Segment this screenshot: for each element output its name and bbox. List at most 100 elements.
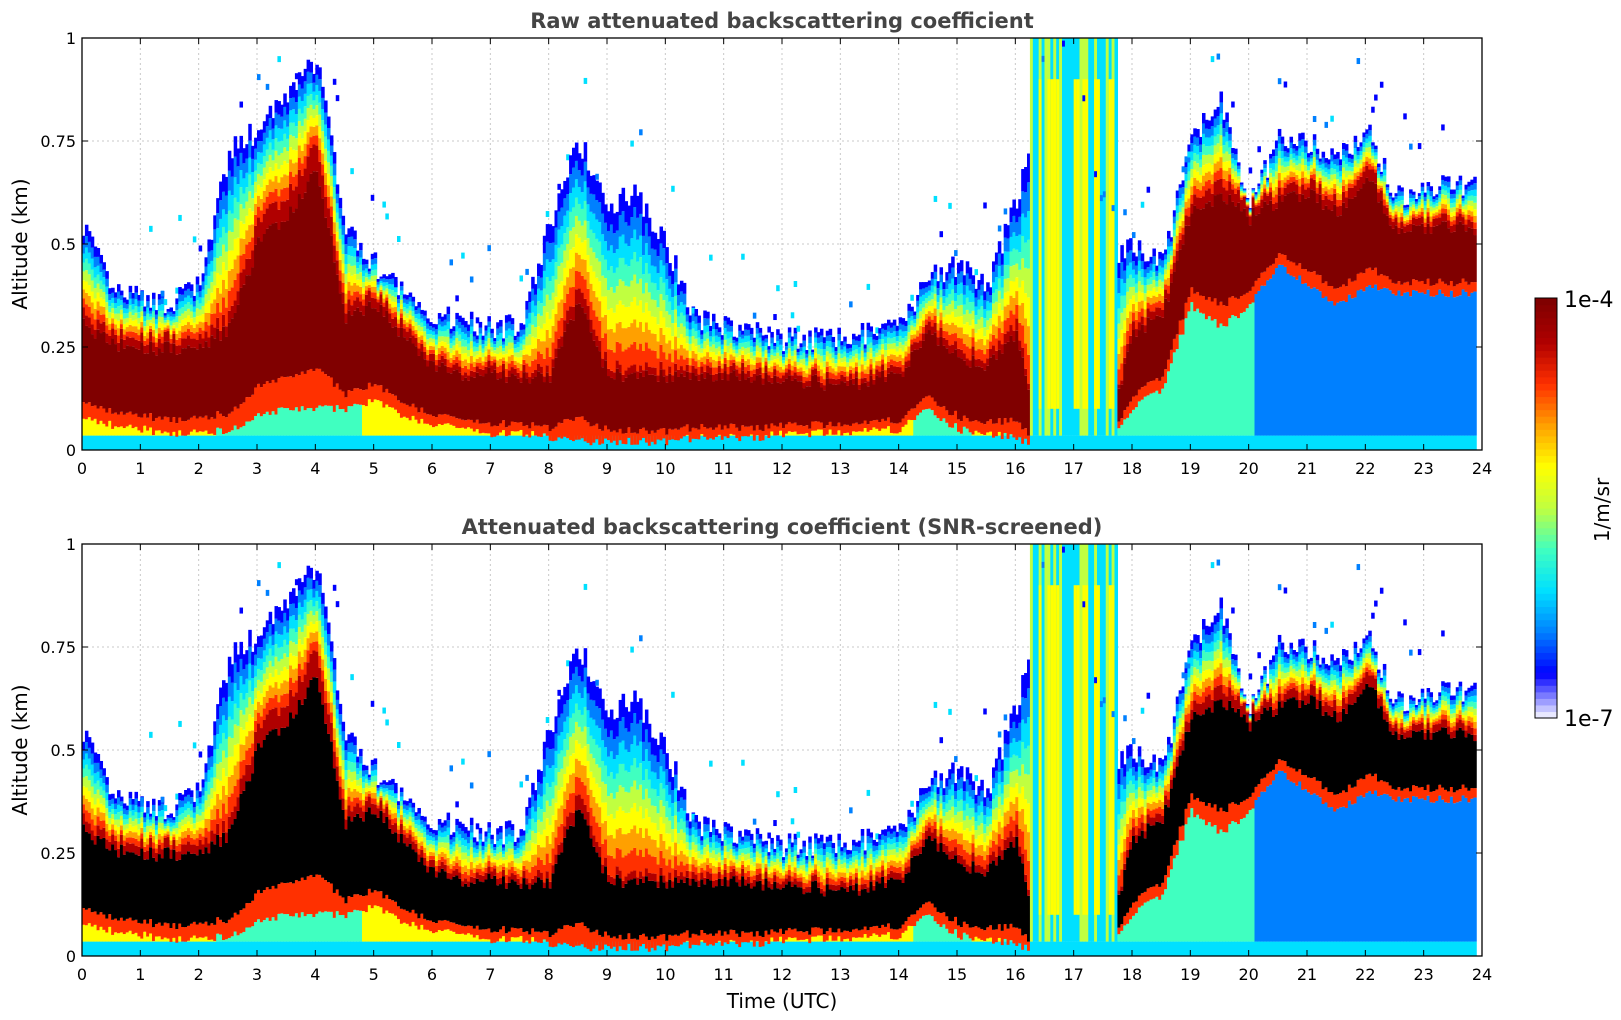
heatmap-cell (1018, 234, 1022, 253)
heatmap-cell (1193, 144, 1197, 154)
heatmap-cell (980, 273, 984, 285)
heatmap-cell (105, 278, 109, 287)
heatmap-cell (230, 318, 235, 412)
heatmap-cell (621, 281, 626, 305)
heatmap-cell (843, 433, 847, 436)
heatmap-cell (828, 429, 833, 436)
heatmap-cell (636, 349, 640, 372)
heatmap-cell (1175, 435, 1180, 450)
heatmap-cell (204, 257, 209, 267)
heatmap-cell (458, 322, 462, 329)
heatmap-cell (350, 256, 354, 266)
heatmap-cell (469, 326, 474, 334)
heatmap-cell (747, 370, 751, 378)
heatmap-cell (1120, 384, 1124, 419)
heatmap-cell (426, 334, 430, 340)
heatmap-cell (831, 336, 836, 343)
heatmap-cell (1140, 276, 1145, 285)
heatmap-cell (152, 298, 156, 306)
heatmap-cell (1067, 435, 1072, 450)
heatmap-cell (324, 136, 328, 149)
heatmap-cell (863, 382, 868, 421)
heatmap-cell (1204, 146, 1209, 156)
heatmap-cell (971, 319, 976, 329)
heatmap-cell (968, 348, 973, 361)
heatmap-cell (169, 338, 174, 344)
heatmap-cell (1146, 435, 1151, 450)
heatmap-cell (1228, 318, 1232, 436)
heatmap-cell (592, 175, 596, 195)
heatmap-cell (863, 344, 868, 349)
heatmap-cell (624, 349, 629, 371)
heatmap-cell (1038, 435, 1043, 450)
heatmap-cell (647, 433, 652, 446)
heatmap-cell (329, 405, 334, 436)
heatmap-cell (172, 311, 176, 314)
heatmap-cell (965, 428, 970, 436)
heatmap-cell (729, 331, 734, 338)
heatmap-cell (782, 360, 786, 364)
heatmap-cell (356, 268, 360, 274)
heatmap-cell (289, 206, 293, 377)
heatmap-cell (551, 342, 556, 360)
heatmap-cell (528, 312, 532, 324)
heatmap-cell (1260, 435, 1264, 450)
heatmap-cell (1269, 265, 1273, 279)
heatmap-cell (819, 376, 824, 383)
heatmap-cell (811, 421, 815, 431)
heatmap-cell (432, 350, 436, 354)
heatmap-cell (1137, 301, 1142, 312)
heatmap-cell (709, 336, 713, 342)
heatmap-cell (125, 304, 130, 309)
heatmap-cell (1193, 293, 1197, 312)
heatmap-cell (703, 356, 707, 365)
heatmap-cell (962, 304, 967, 315)
heatmap-cell (770, 343, 774, 350)
heatmap-cell (866, 435, 871, 450)
heatmap-cell (1204, 319, 1209, 436)
heatmap-cell (1216, 194, 1221, 306)
heatmap-cell (187, 345, 191, 420)
heatmap-cell (245, 187, 249, 202)
heatmap-cell (178, 353, 182, 418)
heatmap-cell (1006, 278, 1011, 292)
heatmap-cell (1260, 180, 1264, 185)
heatmap-cell (557, 266, 561, 285)
heatmap-cell (163, 435, 168, 450)
heatmap-cell (259, 416, 264, 436)
heatmap-speckle (350, 168, 354, 175)
heatmap-cell (1015, 435, 1019, 450)
heatmap-cell (286, 138, 290, 152)
heatmap-cell (1207, 179, 1212, 189)
heatmap-cell (1117, 308, 1121, 324)
heatmap-cell (490, 333, 494, 338)
heatmap-cell (875, 375, 879, 420)
heatmap-cell (881, 364, 885, 371)
heatmap-cell (665, 311, 669, 328)
heatmap-cell (933, 322, 938, 333)
heatmap-cell (510, 336, 515, 343)
heatmap-cell (271, 149, 276, 161)
heatmap-cell (679, 427, 684, 439)
heatmap-cell (367, 435, 372, 450)
heatmap-cell (399, 327, 404, 403)
heatmap-cell (1257, 197, 1261, 200)
heatmap-cell (1015, 208, 1019, 223)
heatmap-cell (776, 382, 780, 427)
heatmap-cell (309, 173, 314, 369)
heatmap-cell (239, 255, 244, 273)
heatmap-cell (828, 435, 833, 450)
heatmap-cell (589, 301, 594, 320)
heatmap-cell (359, 279, 363, 287)
heatmap-cell (653, 432, 658, 445)
heatmap-cell (484, 435, 489, 450)
heatmap-cell (324, 148, 328, 161)
heatmap-cell (1225, 161, 1229, 171)
heatmap-cell (537, 301, 541, 314)
heatmap-cell (327, 116, 331, 128)
heatmap-cell (222, 174, 226, 192)
heatmap-cell (563, 180, 567, 199)
heatmap-cell (467, 356, 471, 363)
heatmap-cell (662, 265, 666, 283)
heatmap-cell (863, 348, 868, 353)
